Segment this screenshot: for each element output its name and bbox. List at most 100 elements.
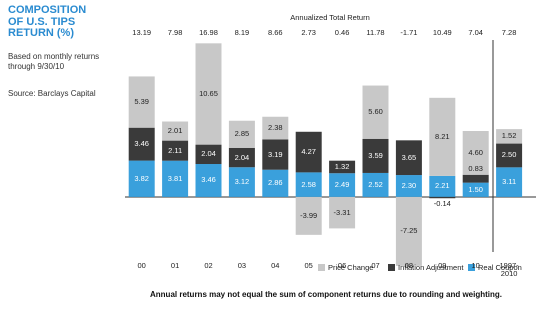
value-label: 1.50 (468, 184, 483, 194)
value-label: 2.49 (334, 179, 350, 189)
bar-segment (395, 140, 422, 176)
value-label: -0.14 (433, 199, 451, 209)
bar-segment (496, 129, 523, 144)
legend-swatch (388, 264, 395, 271)
bar-segment (429, 97, 456, 176)
x-tick-label: 09 (438, 261, 447, 270)
value-label: 3.59 (368, 150, 383, 160)
value-label: 2.38 (267, 122, 283, 132)
total-return: 7.98 (167, 27, 183, 37)
value-label: 3.46 (134, 139, 149, 148)
total-return: 7.04 (468, 27, 483, 37)
bar-segment (128, 160, 155, 197)
bar-segment (496, 167, 523, 197)
value-label: 3.19 (267, 149, 283, 159)
value-label: 2.85 (234, 129, 250, 139)
value-label: 2.52 (368, 179, 383, 189)
total-return-header: Annualized Total Return (290, 12, 370, 22)
bar-segment (228, 147, 255, 168)
value-label: 3.11 (502, 177, 517, 186)
value-label: 2.50 (501, 150, 517, 160)
bar-segment (262, 116, 289, 140)
value-label: -7.25 (400, 226, 418, 236)
total-return: 8.19 (234, 27, 250, 37)
bar-segment (162, 160, 189, 197)
value-label: 2.30 (401, 180, 417, 190)
value-label: 2.58 (301, 179, 316, 189)
value-label: 4.27 (301, 146, 316, 156)
bar-segment (128, 127, 155, 161)
value-label: -3.99 (300, 210, 318, 220)
bar-segment (329, 173, 356, 197)
value-label: 1.52 (501, 131, 517, 141)
bar-segment (362, 138, 389, 173)
bar-segment (295, 196, 322, 235)
bar-segment (228, 167, 255, 197)
value-label: -3.31 (333, 207, 351, 217)
total-return: 10.49 (432, 27, 452, 37)
value-label: 3.46 (201, 175, 216, 185)
x-tick-label: 01 (170, 261, 180, 270)
bar-segment (496, 143, 523, 168)
bar-segment (228, 120, 255, 148)
value-label: 3.12 (234, 176, 250, 186)
total-return: 0.46 (334, 27, 350, 37)
x-tick-label: 04 (271, 261, 280, 270)
value-label: 2.86 (267, 178, 283, 188)
value-label: 2.04 (234, 152, 250, 162)
value-label: 2.04 (201, 149, 216, 159)
bar-segment (395, 175, 422, 197)
value-label: 2.21 (434, 181, 450, 191)
chart-title: COMPOSITION OF U.S. TIPS RETURN (%) (8, 4, 87, 40)
bar-segment (262, 139, 289, 170)
bar-segment (162, 121, 189, 141)
bar-segment (462, 174, 489, 183)
bar-segment (329, 196, 356, 229)
legend-swatch (468, 264, 475, 271)
value-label: 3.65 (401, 152, 417, 162)
source: Source: Barclays Capital (8, 89, 96, 98)
value-label: 3.81 (167, 173, 183, 183)
value-label: 5.39 (134, 96, 149, 106)
x-tick-label: 03 (237, 261, 247, 270)
subtitle: Based on monthly returns through 9/30/10 (8, 52, 100, 71)
total-return: 7.28 (501, 27, 517, 37)
x-tick-label: 05 (304, 261, 313, 270)
value-label: 2.11 (168, 145, 183, 155)
bar-segment (462, 131, 489, 175)
total-return: 11.78 (366, 27, 385, 37)
legend-label: Price Change (328, 262, 374, 272)
total-return: -1.71 (400, 27, 418, 37)
value-label: 1.32 (334, 161, 350, 171)
bar-segment (162, 140, 189, 161)
x-tick-label: 10 (471, 261, 480, 270)
value-label: 10.65 (199, 88, 218, 98)
legend-label: Inflation Adjustment (398, 262, 464, 272)
total-return: 8.66 (267, 27, 283, 37)
value-label: 3.82 (134, 173, 149, 183)
bar-segment (195, 43, 222, 145)
bar-segment (262, 169, 289, 197)
bar-segment (295, 131, 322, 173)
bar-segment (362, 172, 389, 197)
total-return: 13.19 (132, 27, 152, 37)
x-tick-label: 02 (204, 261, 213, 270)
bar-segment (128, 76, 155, 128)
x-tick-label: 06 (337, 261, 347, 270)
bar-segment (362, 85, 389, 139)
value-label: 8.21 (434, 131, 450, 141)
value-label: 0.83 (468, 163, 483, 173)
bar-segment (195, 164, 222, 197)
bar-segment (429, 175, 456, 197)
x-tick-label: 1997-2010 (499, 261, 519, 279)
x-tick-label: 08 (404, 261, 414, 270)
total-return: 2.73 (301, 27, 316, 37)
bar-segment (295, 172, 322, 197)
bar-segment (429, 196, 456, 199)
bar-segment (462, 182, 489, 197)
bar-segment (395, 196, 422, 266)
x-tick-label: 07 (371, 261, 380, 270)
legend-label: Real Coupon (478, 262, 522, 272)
